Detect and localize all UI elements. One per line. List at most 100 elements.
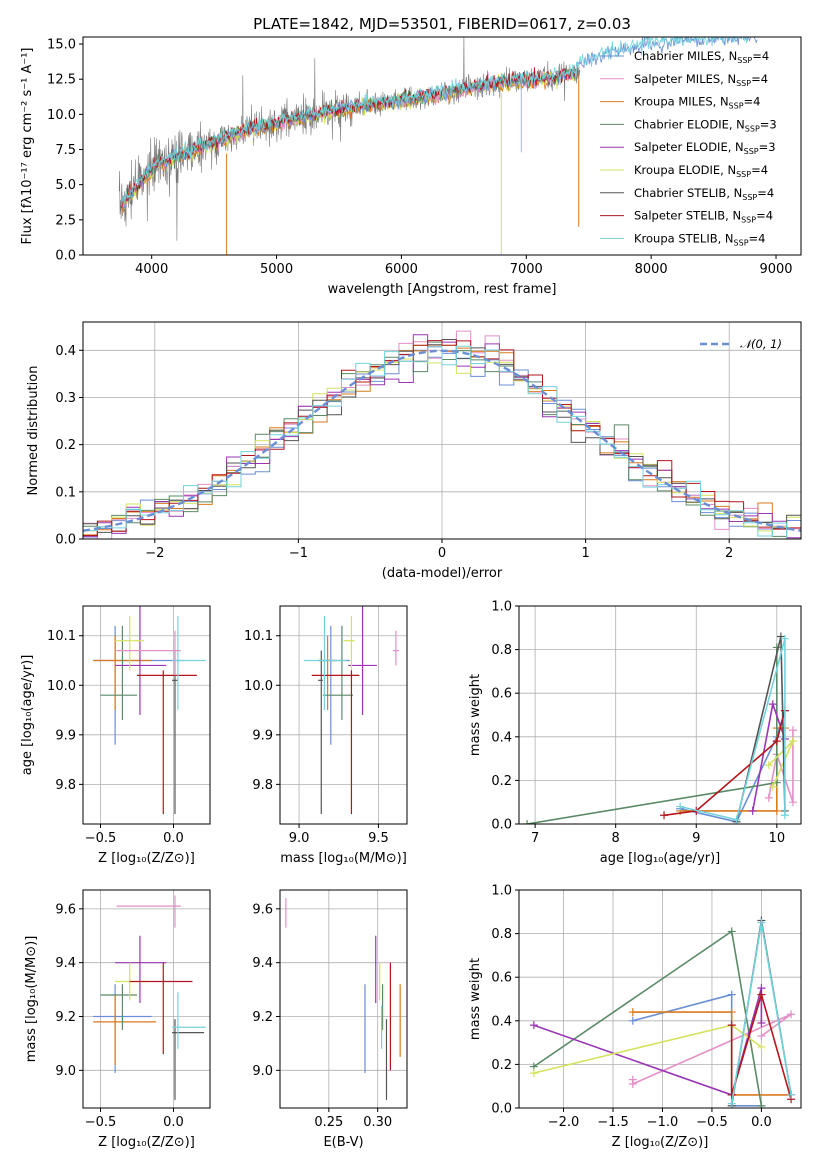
mass-weight-marker <box>788 737 797 746</box>
x-axis-label: Z [log₁₀(Z/Z⊙)] <box>612 1135 709 1150</box>
error-bar-point <box>322 625 354 720</box>
x-tick-label: −0.5 <box>85 831 117 846</box>
mass-weight-marker <box>757 1101 766 1108</box>
x-tick-label: 7000 <box>510 262 543 277</box>
age_vs_mass-grid <box>280 606 407 824</box>
age_vs_Z-plot-area <box>93 606 206 815</box>
x-tick-label: 4000 <box>135 262 168 277</box>
mass-weight-marker <box>628 1016 637 1025</box>
spectrum-plot-area <box>118 37 758 255</box>
weight_vs_Z-ticks: −2.0 −1.5 −1.0 −0.5 0.0 0.0 0.2 0.4 0.6 0.8 1.0 <box>491 884 771 1131</box>
legend-entry: Chabrier STELIB, NSSP=4 <box>634 186 774 202</box>
weight_vs_Z-panel: −2.0 −1.5 −1.0 −0.5 0.0 0.0 0.2 0.4 0.6 0.8 1.0 Z [… <box>468 884 802 1150</box>
y-tick-label: 0.4 <box>491 1014 512 1029</box>
mass-weight-marker <box>523 820 532 824</box>
x-tick-label: 1 <box>581 546 589 561</box>
error-bar-point <box>311 670 360 815</box>
legend-entry: 𝒩(0, 1) <box>740 337 782 351</box>
mass_vs_Z-panel: −0.5 0.0 9.0 9.2 9.4 9.6 Z [log₁₀(Z/Z⊙)] mass [… <box>24 889 211 1150</box>
mass_vs_Z-frame <box>82 889 211 1109</box>
residuals-frame <box>82 321 802 540</box>
age_vs_mass-ticks: 9.0 9.5 9.8 9.9 10.0 10.1 <box>244 629 389 846</box>
x-tick-label: −0.5 <box>85 1115 117 1130</box>
mass_vs_ebv-ticks: 0.25 0.30 9.0 9.2 9.4 9.6 <box>252 902 392 1130</box>
x-tick-label: 0.30 <box>363 1115 392 1130</box>
mass-weight-marker <box>788 726 797 735</box>
mass_vs_Z-grid <box>83 890 210 1108</box>
mass-weight-line <box>663 710 786 817</box>
mass-weight-marker <box>757 1018 766 1027</box>
y-tick-label: 0.1 <box>55 485 76 500</box>
y-tick-label: 2.5 <box>55 213 76 228</box>
age_vs_Z-panel: −0.5 0.0 9.8 9.9 10.0 10.1 Z [log₁₀(Z/Z⊙)] age … <box>20 605 211 866</box>
mass_vs_ebv-panel: 0.25 0.30 9.0 9.2 9.4 9.6 E(B-V) <box>252 889 408 1150</box>
error-bar-point <box>100 984 138 1030</box>
mass-weight-line <box>533 930 763 1106</box>
error-bar-point <box>172 615 206 711</box>
y-tick-label: 0.3 <box>55 391 76 406</box>
x-tick-label: 9.5 <box>368 831 389 846</box>
mass-weight-marker <box>628 1080 637 1089</box>
mass-weight-line <box>533 987 763 1096</box>
y-tick-label: 0.8 <box>491 927 512 942</box>
y-tick-label: 1.0 <box>491 884 512 899</box>
legend-entry: Chabrier MILES, NSSP=4 <box>634 49 769 65</box>
error-bar-point <box>318 650 323 815</box>
error-bar-point <box>116 895 181 928</box>
x-axis-label: Z [log₁₀(Z/Z⊙)] <box>98 851 195 866</box>
y-tick-label: 0.0 <box>55 533 76 548</box>
mass-weight-marker <box>768 700 777 709</box>
mass-weight-marker <box>628 1008 637 1017</box>
mass-weight-marker <box>787 1090 796 1099</box>
mass-weight-marker <box>529 1021 538 1030</box>
y-tick-label: 0.0 <box>491 1102 512 1117</box>
x-tick-label: −0.5 <box>696 1115 728 1130</box>
y-tick-label: 9.0 <box>252 1064 273 1079</box>
age_vs_Z-frame <box>82 605 211 825</box>
y-tick-label: 0.4 <box>491 730 512 745</box>
y-tick-label: 9.2 <box>252 1010 273 1025</box>
x-tick-label: 0.25 <box>314 1115 343 1130</box>
weight_vs_age-ticks: 7 8 9 10 0.0 0.2 0.4 0.6 0.8 1.0 <box>491 600 785 847</box>
x-tick-label: 9000 <box>759 262 792 277</box>
legend-entry: Salpeter ELODIE, NSSP=3 <box>634 140 776 156</box>
weight_vs_Z-plot-area <box>529 916 796 1108</box>
legend-entry: Kroupa ELODIE, NSSP=4 <box>634 163 768 179</box>
model-spectrum-line <box>121 37 756 205</box>
legend-entry: Salpeter MILES, NSSP=4 <box>634 72 768 88</box>
y-axis-label: age [log₁₀(age/yr)] <box>20 655 35 776</box>
weight_vs_age-grid <box>519 605 801 825</box>
y-tick-label: 0.2 <box>491 774 512 789</box>
y-tick-label: 9.9 <box>55 728 76 743</box>
mass-weight-marker <box>660 811 669 820</box>
x-tick-label: 7 <box>531 831 539 846</box>
age_vs_mass-plot-area <box>303 606 400 815</box>
y-tick-label: 1.0 <box>491 600 512 615</box>
mass-weight-marker <box>772 806 781 815</box>
error-bar-point <box>100 625 138 720</box>
mass-weight-marker <box>727 927 736 936</box>
x-tick-label: 0 <box>438 546 446 561</box>
mass-weight-marker <box>780 811 789 820</box>
x-tick-label: 8 <box>612 831 620 846</box>
x-axis-label: (data-model)/error <box>382 566 503 581</box>
mass-weight-marker <box>757 918 766 927</box>
y-tick-label: 0.2 <box>491 1058 512 1073</box>
mass-weight-marker <box>757 990 766 999</box>
error-bar-point <box>129 962 193 1055</box>
y-tick-label: 9.4 <box>252 956 273 971</box>
mass-weight-marker <box>727 1008 736 1017</box>
x-tick-label: −1.5 <box>597 1115 629 1130</box>
x-axis-label: mass [log₁₀(M/M⊙)] <box>280 851 407 866</box>
x-tick-label: 9.0 <box>289 831 310 846</box>
mass-weight-marker <box>727 1099 736 1108</box>
weight_vs_Z-frame <box>518 889 802 1109</box>
spectrum-ticks: 4000 5000 6000 7000 8000 9000 0.0 2.5 5.0 7.5 10.0… <box>47 38 793 277</box>
weight_vs_age-frame <box>518 605 802 825</box>
error-bar-point <box>172 650 178 815</box>
y-tick-label: 10.0 <box>47 679 76 694</box>
residuals-plot-area <box>83 330 801 539</box>
error-bar-point <box>116 630 181 676</box>
x-axis-label: age [log₁₀(age/yr)] <box>600 851 721 866</box>
x-tick-label: −2.0 <box>548 1115 580 1130</box>
